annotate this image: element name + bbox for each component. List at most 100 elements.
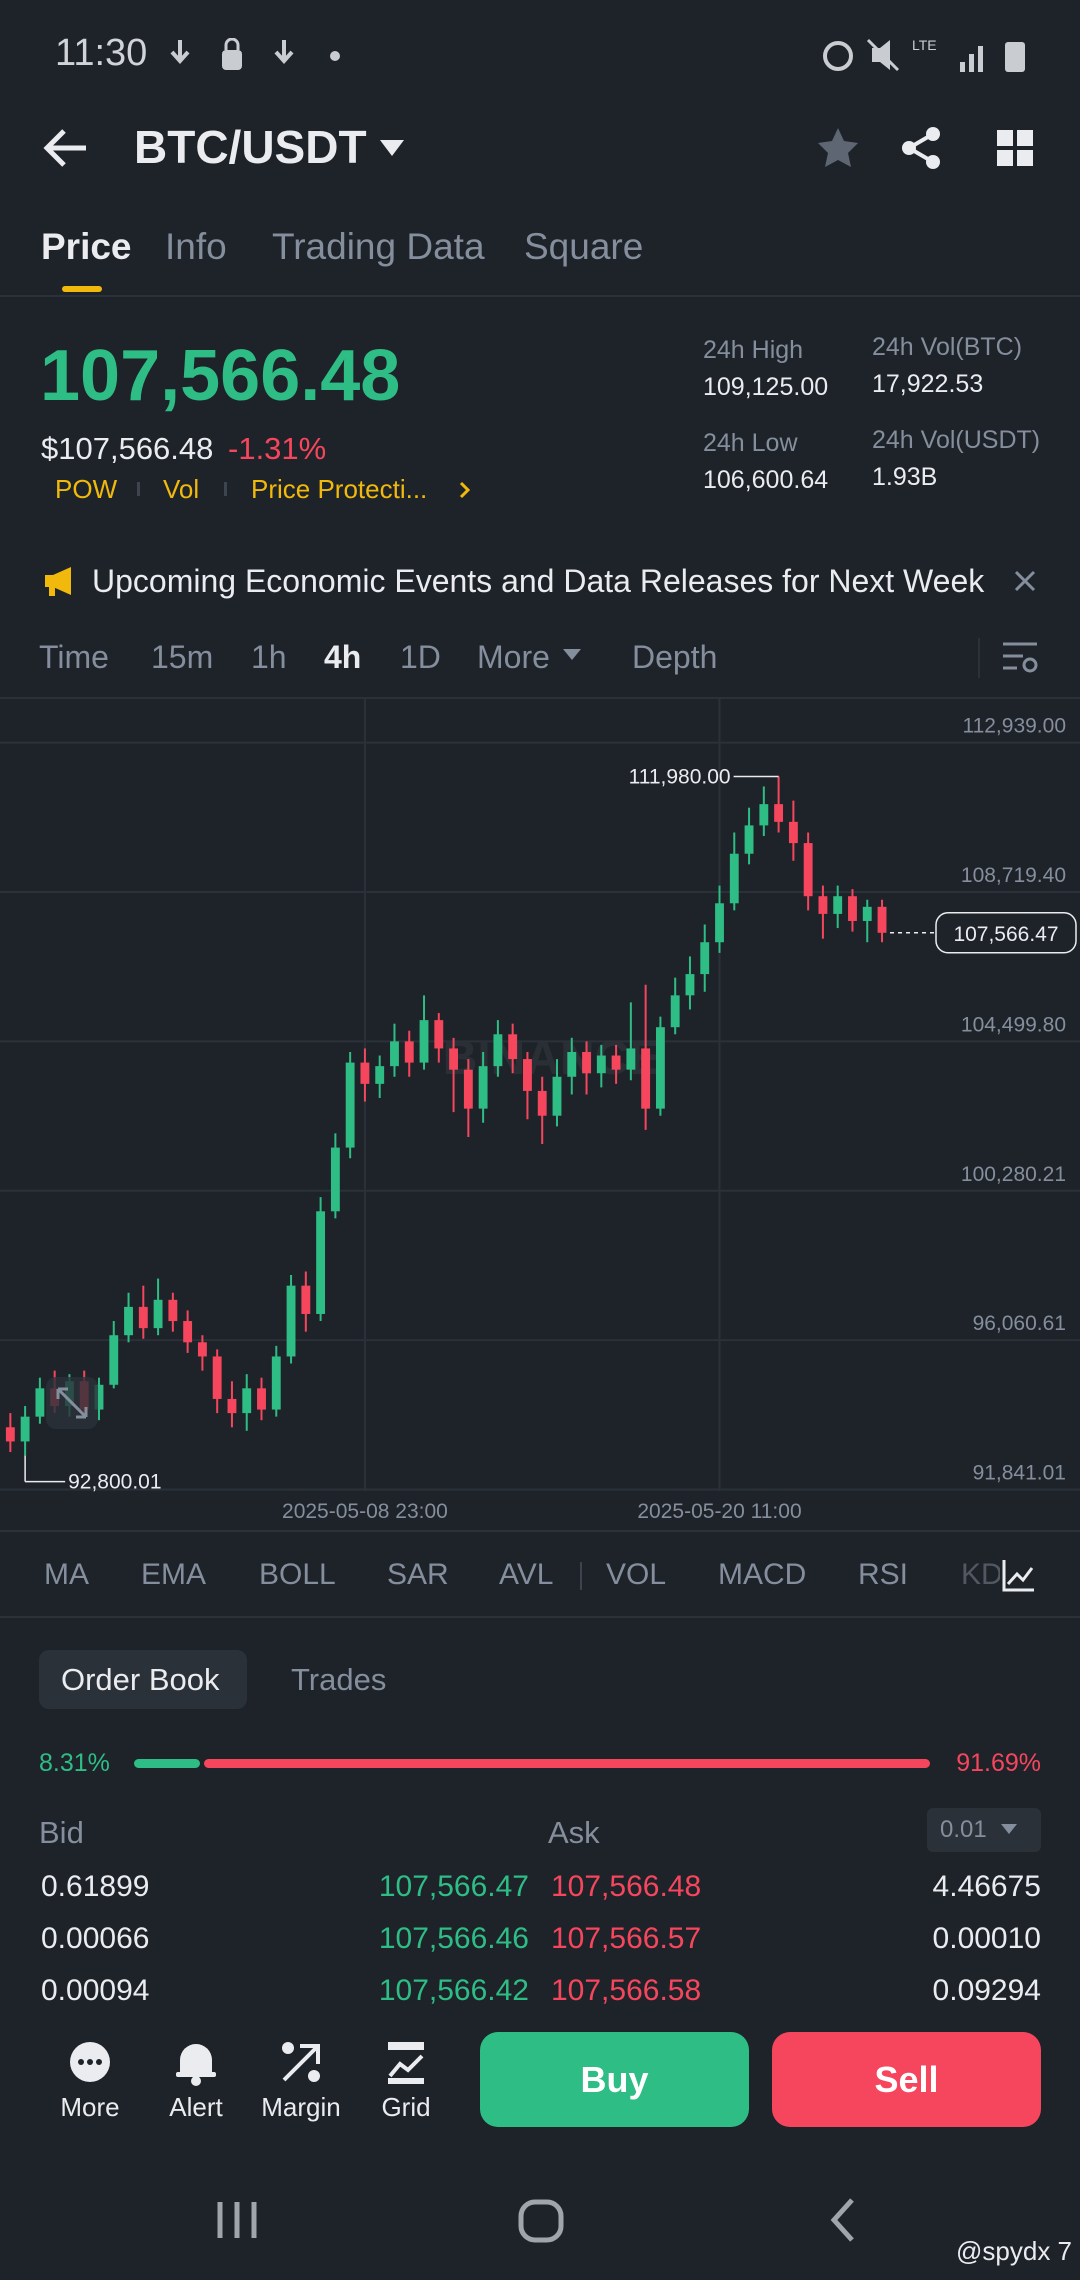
status-icons-left [170, 38, 340, 70]
action-label[interactable]: Alert [169, 2092, 223, 2122]
interval[interactable]: Depth [632, 639, 718, 675]
stat-label: 24h Vol(BTC) [872, 333, 1023, 361]
tag[interactable]: Vol [163, 474, 200, 504]
candle-body [212, 1356, 222, 1399]
tab[interactable]: Square [524, 226, 644, 267]
tab-indicator [62, 286, 102, 292]
interval[interactable]: More [477, 639, 550, 675]
candle-body [848, 896, 857, 921]
candle-body [877, 906, 887, 933]
candle-body [20, 1416, 30, 1442]
separator [224, 482, 227, 496]
interval[interactable]: 1D [400, 639, 441, 675]
candle-body [390, 1041, 399, 1067]
close-banner[interactable] [1013, 569, 1037, 593]
candle-body [596, 1055, 606, 1074]
tag[interactable]: POW [55, 474, 118, 504]
action-label[interactable]: More [60, 2092, 120, 2122]
divider [0, 1530, 1080, 1532]
y-tick-label: 96,060.61 [973, 1312, 1066, 1335]
candle-body [168, 1299, 178, 1322]
candle-body [94, 1384, 104, 1410]
indicator[interactable]: RSI [858, 1558, 909, 1591]
back-button[interactable] [42, 126, 90, 170]
separator [978, 638, 980, 678]
stat-value: 109,125.00 [703, 373, 829, 401]
action-icons [70, 2042, 424, 2086]
buy-button[interactable]: Buy [480, 2032, 749, 2127]
precision[interactable]: 0.01 [940, 1816, 987, 1843]
candle-body [729, 853, 739, 904]
candle-body [316, 1211, 326, 1314]
sell-button[interactable]: Sell [772, 2032, 1041, 2127]
expand-icon [56, 1387, 88, 1419]
bid-quantity: 0.00094 [41, 1974, 150, 2007]
ask-price: 107,566.57 [551, 1922, 702, 1955]
candle-body [552, 1076, 562, 1116]
candle-body [744, 825, 754, 854]
chart-settings[interactable] [1000, 640, 1040, 676]
layout-button[interactable] [995, 128, 1035, 168]
candle-body [833, 896, 843, 914]
indicator[interactable]: AVL [499, 1558, 554, 1591]
indicator[interactable]: BOLL [259, 1558, 336, 1591]
y-tick-label: 108,719.40 [961, 864, 1066, 887]
candle-body [641, 1048, 651, 1109]
action-label[interactable]: Margin [261, 2092, 341, 2122]
favorite-star[interactable] [815, 125, 861, 171]
candle-body [655, 1027, 665, 1109]
indicator[interactable]: VOL [606, 1558, 667, 1591]
indicator[interactable]: MA [44, 1558, 89, 1591]
precision-select[interactable] [927, 1808, 1041, 1852]
interval[interactable]: 4h [324, 639, 362, 675]
watermark: @spydx 7 [956, 2236, 1072, 2266]
nav-bar [217, 2198, 854, 2243]
ask-header: Ask [548, 1815, 600, 1850]
candle-body [419, 1020, 429, 1063]
banner-text[interactable]: Upcoming Economic Events and Data Releas… [92, 563, 985, 599]
candle-body [463, 1069, 473, 1109]
action-label[interactable]: Grid [381, 2092, 431, 2122]
candle-body [183, 1321, 193, 1343]
ask-quantity: 0.09294 [932, 1974, 1041, 2007]
bid-quantity: 0.61899 [41, 1870, 150, 1903]
bid-price: 107,566.42 [378, 1974, 529, 2007]
interval[interactable]: 1h [251, 639, 287, 675]
candlestick-chart: BINANCE112,939.00108,719.40104,499.80100… [0, 699, 1080, 1523]
more-caret [563, 649, 581, 660]
candle-body [301, 1285, 311, 1314]
indicator[interactable]: MACD [718, 1558, 807, 1591]
orderbook-tab[interactable]: Trades [291, 1662, 387, 1697]
divider [0, 295, 1080, 297]
pair-title[interactable]: BTC/USDT [134, 121, 367, 173]
ask-ratio-bar [203, 1759, 930, 1768]
indicator-settings[interactable] [1000, 1558, 1036, 1594]
indicator[interactable]: SAR [387, 1558, 449, 1591]
tab[interactable]: Trading Data [272, 226, 485, 267]
interval[interactable]: 15m [151, 639, 214, 675]
fiat-price: $107,566.48 [41, 431, 214, 466]
bid-ratio-bar [134, 1759, 200, 1768]
interval[interactable]: Time [39, 639, 109, 675]
candle-body [138, 1306, 148, 1329]
annotation: 92,800.01 [68, 1471, 161, 1494]
candle-body [523, 1059, 532, 1091]
price-change: -1.31% [228, 431, 327, 466]
tab-pill [39, 1650, 247, 1709]
orderbook-tab[interactable]: Order Book [61, 1662, 220, 1697]
megaphone-icon [45, 567, 71, 596]
tag[interactable]: Price Protecti... [251, 474, 428, 504]
clock: 11:30 [55, 32, 148, 74]
candle-body [611, 1055, 621, 1070]
candle-body [626, 1048, 636, 1070]
pair-caret[interactable] [378, 138, 406, 158]
stat-value: 106,600.64 [703, 466, 829, 494]
share-button[interactable] [900, 125, 944, 171]
tab[interactable]: Price [41, 226, 132, 267]
indicator[interactable]: KD [961, 1558, 1003, 1591]
candle-body [759, 804, 769, 826]
candle-body [286, 1285, 296, 1357]
ask-quantity: 4.46675 [932, 1870, 1041, 1903]
tab[interactable]: Info [165, 226, 227, 267]
indicator[interactable]: EMA [141, 1558, 207, 1591]
